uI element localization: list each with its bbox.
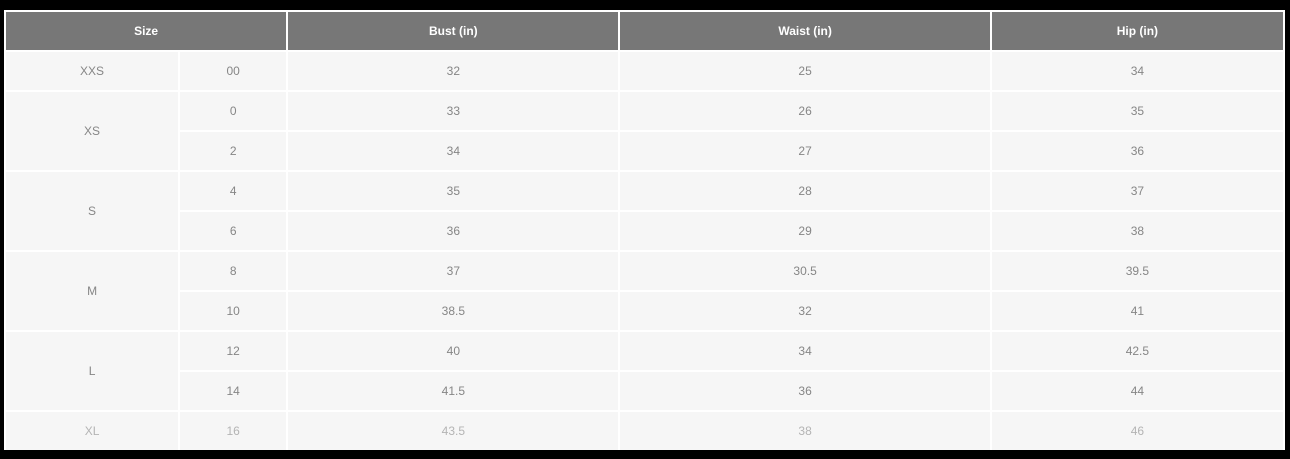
header-row: Size Bust (in) Waist (in) Hip (in) (6, 12, 1283, 50)
size-letter-cell: L (6, 332, 179, 410)
table-row: 6 36 29 38 (6, 212, 1283, 250)
table-row: M 8 37 30.5 39.5 (6, 252, 1283, 330)
hip-cell: 41 (991, 292, 1283, 330)
size-letter-cell: S (6, 172, 179, 250)
size-letter-cell: XXS (6, 52, 179, 90)
table-row: L 12 40 34 42.5 (6, 332, 1283, 410)
size-letter-cell: XL (6, 412, 179, 450)
bust-cell: 36 (288, 212, 619, 250)
waist-cell: 25 (620, 52, 990, 90)
size-letter-cell: XS (6, 92, 179, 170)
size-number-cell: 12 (180, 332, 287, 370)
table-header: Size Bust (in) Waist (in) Hip (in) (6, 12, 1283, 50)
waist-cell: 32 (620, 292, 990, 330)
table-row: S 4 35 28 37 (6, 172, 1283, 250)
size-number-cell: 10 (180, 292, 287, 330)
size-number-cell: 8 (180, 252, 287, 290)
bust-cell: 32 (288, 52, 619, 90)
waist-cell: 38 (620, 412, 990, 450)
waist-cell: 30.5 (620, 252, 990, 290)
bust-cell: 40 (288, 332, 619, 370)
bust-cell: 38.5 (288, 292, 619, 330)
table-row: 10 38.5 32 41 (6, 292, 1283, 330)
table-row: XS 0 33 26 35 (6, 92, 1283, 170)
size-number-cell: 00 (180, 52, 287, 90)
hip-cell: 38 (991, 212, 1283, 250)
size-number-cell: 6 (180, 212, 287, 250)
column-header-bust: Bust (in) (288, 12, 619, 50)
hip-cell: 42.5 (991, 332, 1283, 370)
waist-cell: 27 (620, 132, 990, 170)
column-header-size: Size (6, 12, 287, 50)
waist-cell: 34 (620, 332, 990, 370)
size-letter-cell: M (6, 252, 179, 330)
hip-cell: 36 (991, 132, 1283, 170)
column-header-hip: Hip (in) (991, 12, 1283, 50)
table-row: 2 34 27 36 (6, 132, 1283, 170)
bust-cell: 43.5 (288, 412, 619, 450)
size-number-cell: 14 (180, 372, 287, 410)
table-row: XL 16 43.5 38 46 (6, 412, 1283, 450)
bust-cell: 34 (288, 132, 619, 170)
waist-cell: 29 (620, 212, 990, 250)
bust-cell: 37 (288, 252, 619, 290)
column-header-waist: Waist (in) (620, 12, 990, 50)
table-row: 14 41.5 36 44 (6, 372, 1283, 410)
hip-cell: 39.5 (991, 252, 1283, 290)
waist-cell: 26 (620, 92, 990, 130)
size-chart-table: Size Bust (in) Waist (in) Hip (in) XXS 00… (4, 10, 1285, 450)
hip-cell: 35 (991, 92, 1283, 130)
table-row: XXS 00 32 25 34 (6, 52, 1283, 90)
hip-cell: 34 (991, 52, 1283, 90)
hip-cell: 44 (991, 372, 1283, 410)
page-background: Size Bust (in) Waist (in) Hip (in) XXS 00… (4, 10, 1285, 450)
bust-cell: 41.5 (288, 372, 619, 410)
size-number-cell: 0 (180, 92, 287, 130)
waist-cell: 28 (620, 172, 990, 210)
size-number-cell: 4 (180, 172, 287, 210)
table-body: XXS 00 32 25 34 XS 0 33 26 35 2 34 27 36 S 4 35 28 37 6 36 29… (6, 52, 1283, 450)
size-number-cell: 16 (180, 412, 287, 450)
bust-cell: 33 (288, 92, 619, 130)
waist-cell: 36 (620, 372, 990, 410)
hip-cell: 37 (991, 172, 1283, 210)
bust-cell: 35 (288, 172, 619, 210)
hip-cell: 46 (991, 412, 1283, 450)
size-number-cell: 2 (180, 132, 287, 170)
